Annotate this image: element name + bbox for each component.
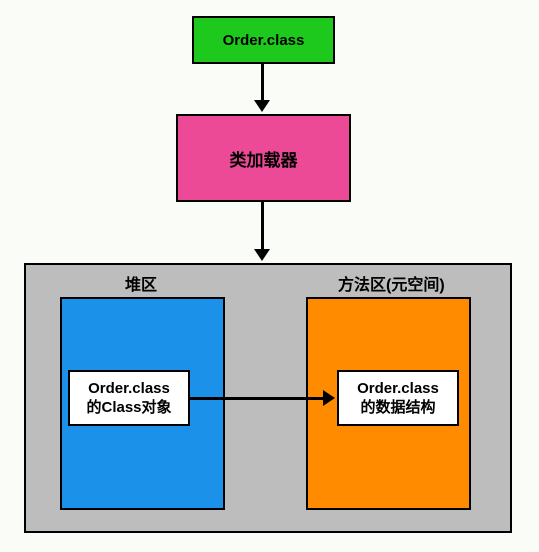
method-inner-box: Order.class 的数据结构 <box>337 370 459 426</box>
arrow-head-icon <box>323 390 335 406</box>
heap-inner-line1: Order.class <box>88 380 170 397</box>
arrow-head-icon <box>254 249 270 261</box>
arrow-head-icon <box>254 100 270 112</box>
heap-inner-line2: 的Class对象 <box>86 399 171 416</box>
method-area-title: 方法区(元空间) <box>338 271 445 295</box>
heap-area-title: 堆区 <box>125 271 157 295</box>
arrow-heap-to-method <box>190 397 323 400</box>
method-inner-line1: Order.class <box>357 380 439 397</box>
node-order-class: Order.class <box>192 16 335 64</box>
arrow-loader-to-memory <box>261 202 264 249</box>
arrow-order-to-loader <box>261 64 264 100</box>
node-class-loader-label: 类加载器 <box>230 146 298 171</box>
node-order-class-label: Order.class <box>223 32 305 49</box>
method-inner-line2: 的数据结构 <box>360 399 435 416</box>
node-class-loader: 类加载器 <box>176 114 351 202</box>
diagram-canvas: Order.class 类加载器 堆区 方法区(元空间) Order.class… <box>0 0 539 552</box>
method-inner-text: Order.class 的数据结构 <box>357 379 439 418</box>
heap-inner-text: Order.class 的Class对象 <box>86 379 171 418</box>
heap-inner-box: Order.class 的Class对象 <box>68 370 190 426</box>
